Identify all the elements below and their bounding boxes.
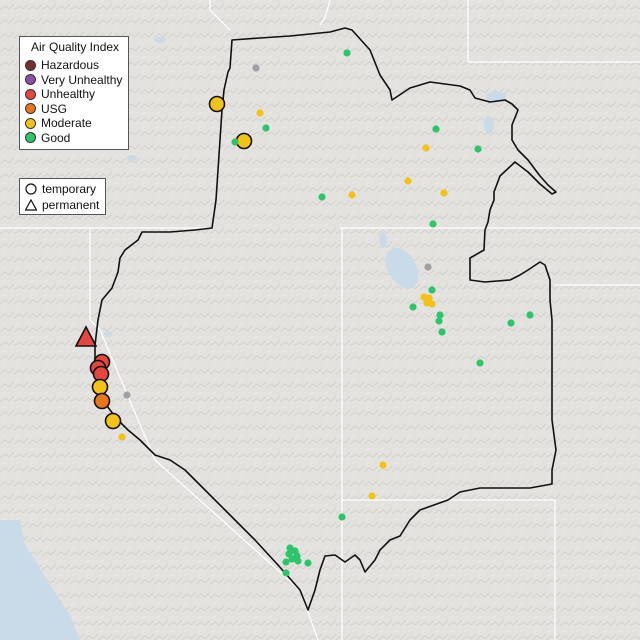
lake [154, 37, 166, 43]
monitor-dot[interactable] [476, 359, 484, 367]
legend-item-permanent: permanent [25, 197, 105, 213]
great-salt-lake [385, 247, 419, 289]
monitor-dot[interactable] [423, 299, 431, 307]
lake [484, 116, 494, 134]
aqi-legend: Air Quality Index Hazardous Very Unhealt… [19, 36, 129, 150]
legend-item-hazardous: Hazardous [25, 58, 128, 73]
legend-label: Very Unhealthy [41, 72, 123, 87]
monitor-dot[interactable] [409, 303, 417, 311]
monitor-dot[interactable] [304, 559, 312, 567]
monitor-dot[interactable] [123, 391, 131, 399]
monitor-dot[interactable] [526, 311, 534, 319]
monitor-dot[interactable] [429, 220, 437, 228]
monitor-dot[interactable] [404, 177, 412, 185]
legend-item-usg: USG [25, 102, 128, 117]
monitor-dot[interactable] [343, 49, 351, 57]
moderate-swatch [25, 117, 36, 129]
temporary-monitor-marker[interactable] [208, 95, 226, 113]
temporary-monitor-marker[interactable] [104, 412, 122, 430]
legend-item-unhealthy: Unhealthy [25, 87, 128, 102]
monitor-dot[interactable] [252, 64, 260, 72]
monitor-dot[interactable] [318, 193, 326, 201]
monitor-dot[interactable] [424, 263, 432, 271]
monitor-dot[interactable] [256, 109, 264, 117]
monitor-dot[interactable] [440, 189, 448, 197]
legend-label: USG [41, 101, 68, 116]
monitor-dot[interactable] [338, 513, 346, 521]
hazardous-swatch [25, 59, 36, 71]
legend-item-temporary: temporary [25, 181, 105, 197]
monitor-dot[interactable] [368, 492, 376, 500]
circle-icon [25, 183, 37, 195]
monitor-layer [74, 49, 534, 577]
legend-label: Moderate [41, 116, 92, 131]
legend-label: temporary [42, 182, 97, 196]
legend-label: Hazardous [41, 58, 100, 73]
unhealthy-swatch [25, 88, 36, 100]
monitor-dot[interactable] [348, 191, 356, 199]
legend-label: Unhealthy [41, 87, 96, 102]
good-swatch [25, 132, 36, 144]
permanent-monitor-marker[interactable] [74, 325, 98, 347]
monitor-dot[interactable] [507, 319, 515, 327]
monitor-type-legend: temporary permanent [19, 178, 106, 215]
monitor-dot[interactable] [282, 569, 290, 577]
monitor-dot[interactable] [294, 557, 302, 565]
lake [379, 232, 387, 248]
temporary-monitor-marker[interactable] [91, 378, 109, 396]
monitor-dot[interactable] [428, 286, 436, 294]
very-unhealthy-swatch [25, 74, 36, 86]
monitor-dot[interactable] [262, 124, 270, 132]
legend-item-good: Good [25, 131, 128, 146]
lake [104, 331, 112, 337]
study-area-boundary [94, 27, 557, 611]
monitor-dot[interactable] [231, 138, 239, 146]
temporary-monitor-marker[interactable] [93, 392, 111, 410]
usg-swatch [25, 103, 36, 115]
monitor-dot[interactable] [422, 144, 430, 152]
monitor-dot[interactable] [118, 433, 126, 441]
monitor-dot[interactable] [379, 461, 387, 469]
monitor-dot[interactable] [282, 558, 290, 566]
legend-item-moderate: Moderate [25, 116, 128, 131]
monitor-dot[interactable] [436, 311, 444, 319]
legend-title: Air Quality Index [31, 40, 120, 54]
monitor-dot[interactable] [438, 328, 446, 336]
monitor-dot[interactable] [474, 145, 482, 153]
temporary-monitor-marker[interactable] [235, 132, 253, 150]
legend-label: Good [41, 130, 71, 145]
pacific-ocean [0, 520, 80, 640]
monitor-dot[interactable] [432, 125, 440, 133]
legend-item-very-unhealthy: Very Unhealthy [25, 73, 128, 88]
monitor-dot[interactable] [435, 317, 443, 325]
lake [127, 155, 137, 161]
legend-label: permanent [42, 198, 100, 212]
triangle-icon [25, 199, 37, 211]
monitor-dot[interactable] [288, 555, 296, 563]
